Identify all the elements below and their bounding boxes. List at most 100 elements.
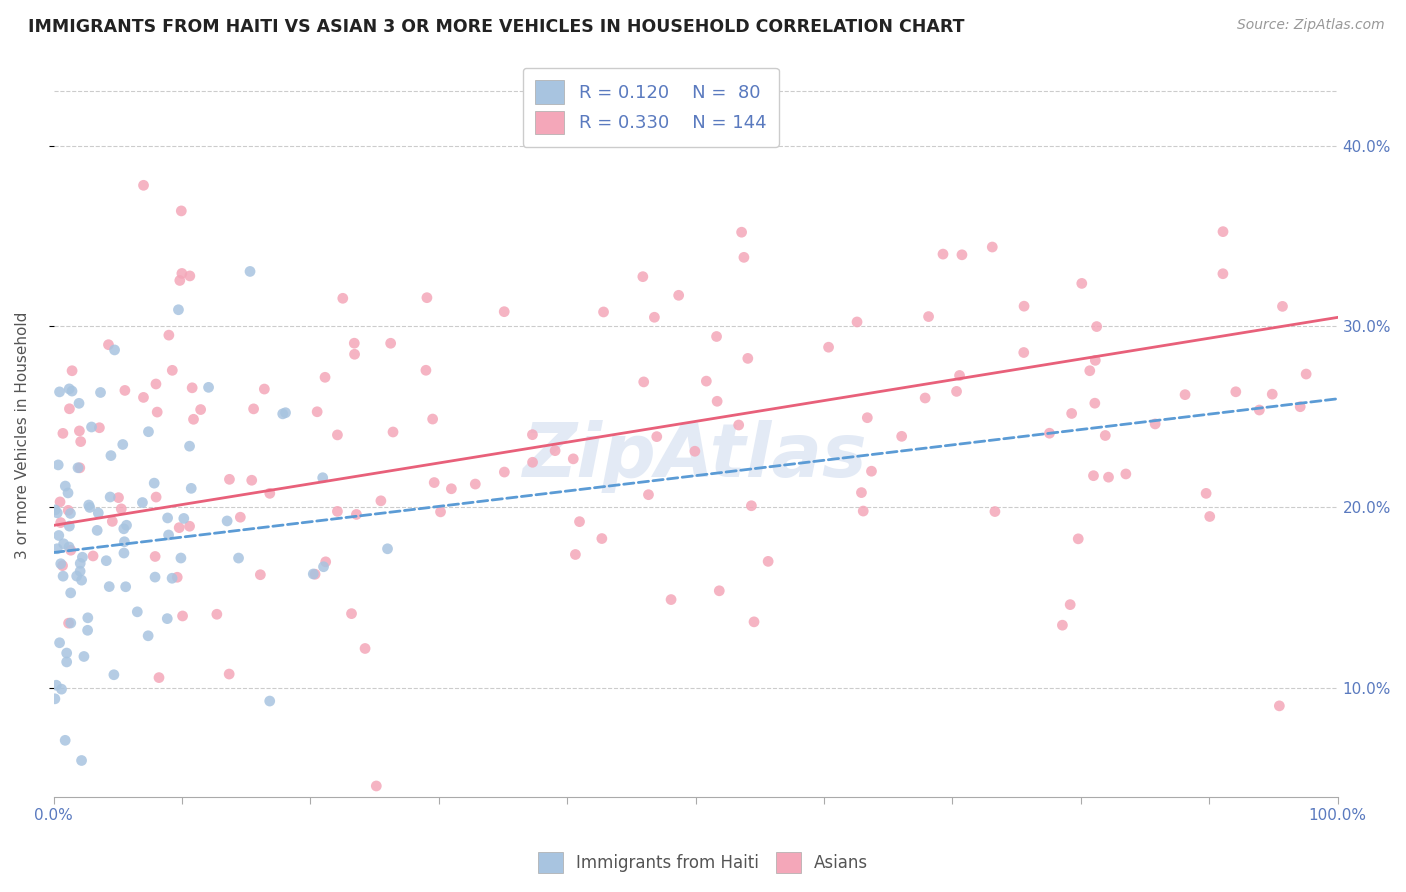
Point (58, 503, 80, 517)
Point (148, 671, 170, 685)
Point (60, 364, 83, 378)
Point (1268, 698, 1291, 713)
Point (637, 488, 659, 502)
Point (1060, 407, 1083, 421)
Point (709, 583, 731, 598)
Point (179, 519, 201, 533)
Point (69, 564, 91, 578)
Point (183, 412, 205, 426)
Point (382, 425, 405, 439)
Point (1249, 403, 1271, 417)
Point (633, 375, 655, 389)
Point (197, 380, 219, 394)
Point (52, 537, 75, 551)
Point (1212, 225, 1234, 239)
Point (332, 291, 354, 305)
Point (112, 534, 135, 549)
Point (343, 336, 366, 351)
Point (115, 518, 138, 533)
Point (58, 401, 80, 416)
Text: ZipAtlas: ZipAtlas (523, 420, 868, 493)
Text: IMMIGRANTS FROM HAITI VS ASIAN 3 OR MORE VEHICLES IN HOUSEHOLD CORRELATION CHART: IMMIGRANTS FROM HAITI VS ASIAN 3 OR MORE… (28, 18, 965, 36)
Point (101, 515, 124, 529)
Point (668, 288, 690, 302)
Point (1084, 353, 1107, 368)
Legend: R = 0.120    N =  80, R = 0.330    N = 144: R = 0.120 N = 80, R = 0.330 N = 144 (523, 68, 779, 146)
Point (166, 570, 188, 584)
Point (69, 434, 91, 449)
Point (52, 426, 75, 441)
Point (173, 511, 195, 525)
Point (1012, 345, 1035, 359)
Point (53, 733, 76, 747)
Point (1144, 417, 1167, 431)
Point (49, 495, 72, 509)
Point (1261, 387, 1284, 401)
Point (80, 420, 103, 434)
Point (53, 479, 76, 493)
Point (51, 682, 73, 697)
Point (179, 439, 201, 453)
Point (742, 615, 765, 629)
Point (67, 424, 90, 438)
Point (170, 203, 193, 218)
Point (67, 396, 90, 410)
Point (76, 624, 98, 638)
Legend: Immigrants from Haiti, Asians: Immigrants from Haiti, Asians (531, 846, 875, 880)
Point (304, 567, 326, 582)
Point (87, 506, 110, 520)
Point (156, 612, 179, 626)
Point (205, 607, 228, 622)
Point (564, 548, 586, 562)
Point (890, 429, 912, 443)
Point (160, 571, 183, 585)
Point (1070, 277, 1092, 291)
Point (415, 363, 437, 377)
Point (98, 580, 121, 594)
Point (46, 506, 69, 520)
Point (730, 225, 752, 239)
Point (1097, 470, 1119, 484)
Point (592, 305, 614, 319)
Point (950, 248, 973, 262)
Point (59, 615, 82, 630)
Point (69, 557, 91, 571)
Point (727, 417, 749, 432)
Point (1225, 384, 1247, 399)
Point (631, 269, 654, 284)
Point (1052, 618, 1074, 632)
Point (44, 503, 66, 517)
Point (157, 528, 180, 542)
Point (48, 384, 70, 399)
Point (132, 391, 155, 405)
Point (69, 460, 91, 475)
Point (103, 667, 125, 681)
Point (1067, 532, 1090, 546)
Point (856, 410, 879, 425)
Point (58, 540, 80, 554)
Point (51, 558, 73, 573)
Point (733, 251, 755, 265)
Point (1038, 426, 1060, 441)
Point (271, 407, 294, 421)
Point (249, 567, 271, 582)
Point (46, 541, 69, 556)
Point (157, 328, 180, 343)
Point (429, 505, 451, 519)
Point (1085, 319, 1108, 334)
Point (114, 384, 136, 398)
Point (370, 493, 392, 508)
Point (422, 412, 444, 426)
Point (659, 592, 682, 607)
Point (112, 522, 135, 536)
Point (695, 374, 717, 388)
Point (162, 363, 184, 377)
Point (312, 559, 335, 574)
Point (1174, 387, 1197, 401)
Point (253, 382, 276, 396)
Point (307, 405, 329, 419)
Point (143, 570, 166, 584)
Point (82, 549, 104, 563)
Point (1059, 598, 1081, 612)
Point (423, 475, 446, 490)
